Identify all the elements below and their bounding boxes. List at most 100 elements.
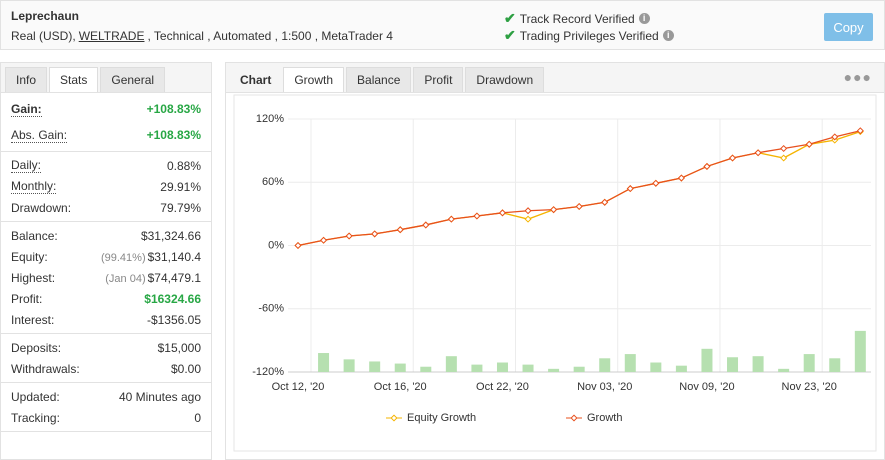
tab[interactable]: Growth xyxy=(283,67,345,92)
point xyxy=(831,133,839,141)
stats-row: Drawdown: 79.79% xyxy=(1,197,211,218)
stat-value: -$1356.05 xyxy=(146,312,201,327)
stat-label: Deposits: xyxy=(11,340,62,355)
stat-value-wrap: (99.41%) $31,140.4 xyxy=(101,250,201,264)
point xyxy=(422,221,430,229)
bar xyxy=(522,364,534,372)
stat-value-wrap: 79.79% xyxy=(160,201,201,215)
stat-value: +108.83% xyxy=(146,128,201,142)
point xyxy=(780,154,788,162)
point xyxy=(498,209,507,217)
bar xyxy=(445,356,457,372)
stats-row: Gain: +108.83% xyxy=(1,96,211,122)
stats-panel: Info Stats General Gain: +108.83% Abs. Gain:… xyxy=(0,62,212,460)
stat-label: Daily: xyxy=(11,158,42,173)
stats-row: Withdrawals: $0.00 xyxy=(1,358,211,379)
bar xyxy=(778,368,790,372)
stat-label: Abs. Gain: xyxy=(11,127,68,143)
tab[interactable]: Stats xyxy=(49,67,99,92)
stat-value-wrap: 0.88% xyxy=(167,159,201,173)
stat-label: Profit: xyxy=(11,291,43,306)
bar xyxy=(675,365,687,372)
stat-value: 79.79% xyxy=(160,200,201,215)
x-tick-label: Nov 03, '20 xyxy=(577,381,632,393)
stat-value-wrap: +108.83% xyxy=(147,128,201,142)
bar xyxy=(420,366,432,372)
stat-value: $74,479.1 xyxy=(147,270,201,285)
point xyxy=(473,212,481,220)
menu-icon[interactable]: ●●● xyxy=(843,69,872,85)
point xyxy=(805,140,813,148)
stat-note: (Jan 04) xyxy=(105,272,146,285)
y-tick-label: 120% xyxy=(256,113,284,125)
bar xyxy=(650,362,662,372)
x-tick-label: Oct 16, '20 xyxy=(374,381,427,393)
tab[interactable]: Balance xyxy=(346,67,412,92)
info-icon[interactable]: i xyxy=(662,30,674,41)
info-icon[interactable]: i xyxy=(638,13,650,24)
verified-text: Track Record Verified xyxy=(519,11,635,26)
point xyxy=(626,185,634,193)
stat-value-wrap: $0.00 xyxy=(171,362,201,376)
stat-label: Tracking: xyxy=(11,410,60,425)
y-tick-label: 0% xyxy=(268,239,284,251)
bar xyxy=(548,368,560,372)
stat-value: $0.00 xyxy=(170,361,201,376)
bar xyxy=(573,366,585,372)
details: , Technical , Automated , 1:500 , MetaTr… xyxy=(147,29,393,43)
x-tick-label: Oct 22, '20 xyxy=(476,381,529,393)
tab[interactable]: General xyxy=(100,67,166,92)
stat-label: Balance: xyxy=(11,228,58,243)
bar xyxy=(369,361,381,372)
system-name: Leprechaun xyxy=(11,9,80,23)
point xyxy=(371,230,379,238)
y-tick-label: 60% xyxy=(262,176,284,188)
stat-value-wrap: 0 xyxy=(194,411,201,425)
point xyxy=(320,236,328,244)
point xyxy=(524,207,532,215)
stats-row: Monthly: 29.91% xyxy=(1,176,211,197)
x-tick-label: Nov 09, '20 xyxy=(679,381,734,393)
broker-link[interactable]: WELTRADE xyxy=(78,29,145,43)
y-tick-label: -60% xyxy=(258,303,284,315)
plot-background xyxy=(233,94,877,452)
tab[interactable]: Drawdown xyxy=(465,67,545,92)
y-tick-label: -120% xyxy=(252,366,284,378)
stat-value-wrap: $31,324.66 xyxy=(141,229,201,243)
check-icon: ✔ xyxy=(504,10,516,26)
stats-row: Deposits: $15,000 xyxy=(1,337,211,358)
legend-marker xyxy=(390,414,398,422)
tab[interactable]: Profit xyxy=(413,67,464,92)
stat-value-wrap: 40 Minutes ago xyxy=(119,390,201,404)
stat-label: Withdrawals: xyxy=(11,361,80,376)
bar xyxy=(829,358,841,372)
stat-value-wrap: $16324.66 xyxy=(144,292,201,306)
stat-value: 0.88% xyxy=(166,158,201,173)
stats-row: Highest: (Jan 04) $74,479.1 xyxy=(1,267,211,288)
stat-label: Updated: xyxy=(11,389,60,404)
tab[interactable]: Info xyxy=(5,67,48,92)
stat-value: 0 xyxy=(194,410,201,425)
stat-value: 29.91% xyxy=(160,179,201,194)
stat-value-wrap: 29.91% xyxy=(160,180,201,194)
point xyxy=(677,174,685,182)
copy-button[interactable]: Copy xyxy=(824,13,873,41)
header: Leprechaun Real (USD), WELTRADE, Technica… xyxy=(0,0,885,50)
stats-row: Balance: $31,324.66 xyxy=(1,225,211,246)
point xyxy=(345,232,353,240)
subtitle: Real (USD), WELTRADE, Technical , Automat… xyxy=(11,29,393,43)
bar xyxy=(752,356,764,372)
stats-row: Abs. Gain: +108.83% xyxy=(1,122,211,148)
stats-row: Equity: (99.41%) $31,140.4 xyxy=(1,246,211,267)
bar xyxy=(496,362,508,372)
x-tick-label: Nov 23, '20 xyxy=(782,381,837,393)
point xyxy=(652,179,660,187)
point xyxy=(728,154,737,162)
x-tick-label: Oct 12, '20 xyxy=(272,381,325,393)
stats-row: Daily: 0.88% xyxy=(1,155,211,176)
stat-label: Highest: xyxy=(11,270,56,285)
stat-value: $16324.66 xyxy=(144,291,201,306)
stat-value: 40 Minutes ago xyxy=(118,389,201,404)
point xyxy=(524,215,532,223)
